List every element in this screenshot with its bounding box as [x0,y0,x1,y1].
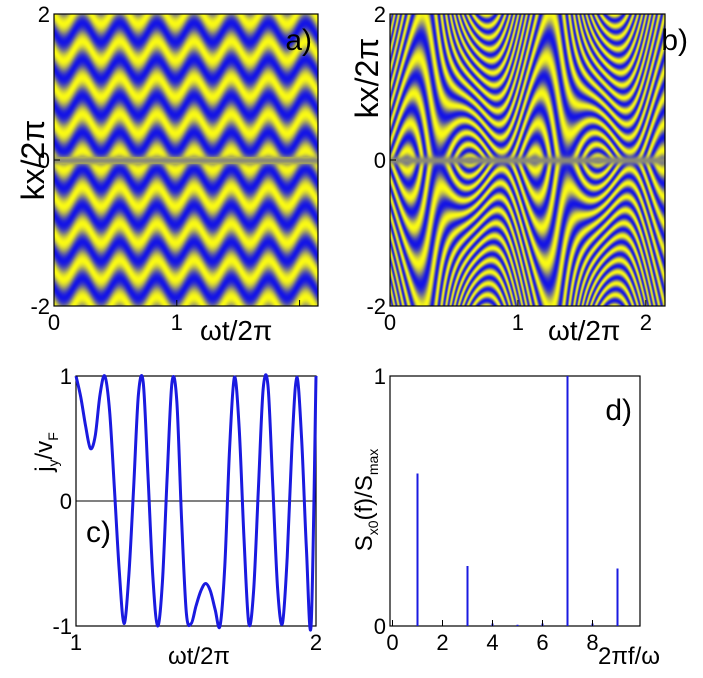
panel-c-ylabel-sub2: F [45,432,61,441]
panel-d-ylabel: Sx0(f)/Smax [351,449,381,552]
panel-d-xtick-label: 8 [586,630,598,655]
panel-b: b) 0 1 2-202 ωt/2π kx/2π [349,2,688,346]
panel-a: a) 0 1-202 ωt/2π kx/2π [15,2,319,346]
panel-d-xlabel: 2πf/ω [598,643,660,670]
panel-a-ytick-label: -2 [30,294,50,319]
panel-d: 0 2 4 6 8 0 1 d) 2πf/ω Sx0(f)/Smax [351,364,660,670]
panel-d-frame [389,375,641,627]
panel-b-xtick-label: 0 [384,310,396,335]
panel-a-label: a) [285,24,312,57]
panel-c-series-line [74,373,318,632]
panel-d-xtick-label: 6 [536,630,548,655]
panel-a-ytick-label: 0 [38,148,50,173]
panel-b-ylabel: kx/2π [349,38,385,119]
panel-b-xtick-label: 2 [640,310,652,335]
panel-c-xtick-label: 2 [310,630,322,655]
panel-b-ytick-label: 0 [374,148,386,173]
panel-a-ylabel: kx/2π [15,120,51,201]
panel-a-ytick-label: 2 [38,2,50,27]
panel-b-ytick-label: -2 [366,294,386,319]
heatmap-b-image [390,14,665,306]
panel-c-ticks: 1 2 -1 0 1 [52,364,322,655]
panel-b-ticks: 0 1 2-202 [366,2,652,335]
panel-d-ylabel-sub: x0 [365,520,381,535]
panel-d-ylabel-main: S [351,535,378,551]
panel-b-xlabel: ωt/2π [548,315,620,346]
panel-c: 1 2 -1 0 1 c) ωt/2π jy/vF [31,364,322,670]
panel-c-ytick-label: 0 [60,489,72,514]
panel-d-bars [416,376,619,626]
panel-b-label: b) [661,24,688,57]
panel-c-ytick-label: -1 [52,614,72,639]
panel-c-ylabel-sub: y [45,459,61,466]
panel-a-xlabel: ωt/2π [200,315,272,346]
panel-a-xtick-label: 0 [48,310,60,335]
panel-d-ytick-label: 1 [374,364,386,389]
panel-d-ylabel-mid: (f)/S [351,475,378,520]
panel-c-ylabel-mid: /v [31,441,58,460]
panel-c-label: c) [86,516,111,549]
panel-d-xtick-label: 0 [386,630,398,655]
panel-b-ytick-label: 2 [374,2,386,27]
panel-c-xtick-label: 1 [70,630,82,655]
panel-c-ytick-label: 1 [60,364,72,389]
panel-c-ylabel: jy/vF [31,432,61,473]
panel-d-xtick-label: 2 [436,630,448,655]
panel-c-ylabel-main: j [31,466,58,472]
panel-d-label: d) [605,394,632,427]
panel-d-ticks: 0 2 4 6 8 0 1 [374,364,599,655]
panel-d-ytick-label: 0 [374,614,386,639]
panel-b-xtick-label: 1 [512,310,524,335]
panel-d-ylabel-sub2: max [365,449,381,475]
panel-d-xtick-label: 4 [486,630,498,655]
heatmap-a-image [54,14,318,306]
panel-a-xtick-label: 1 [171,310,183,335]
panel-a-ticks: 0 1-202 [30,2,301,335]
panel-c-xlabel: ωt/2π [168,643,230,670]
